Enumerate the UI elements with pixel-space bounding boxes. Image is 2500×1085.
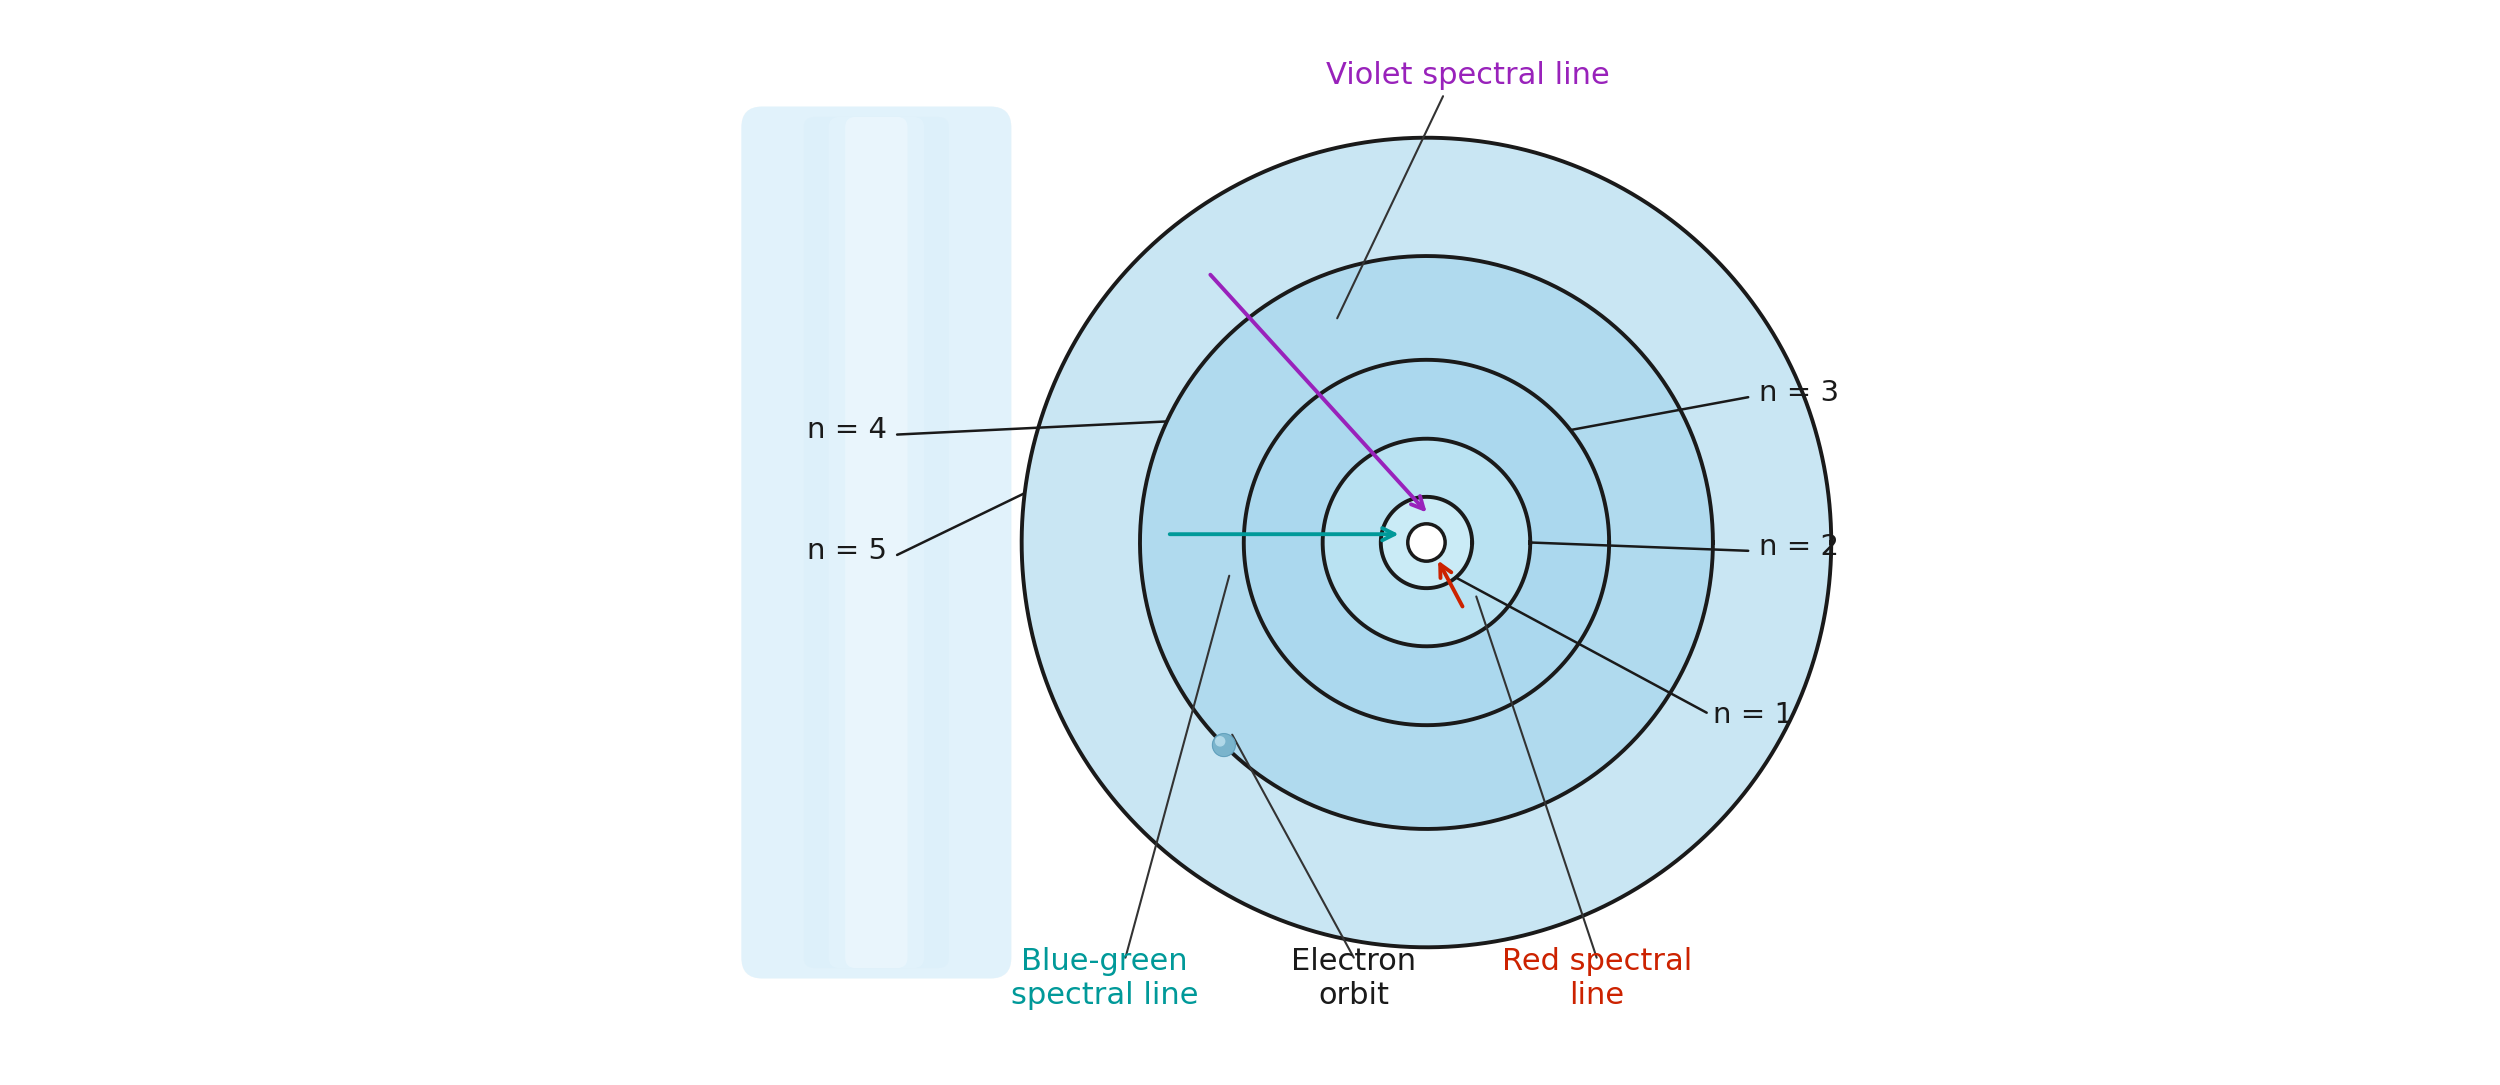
Circle shape (1380, 497, 1472, 588)
Text: n = 3: n = 3 (1758, 379, 1838, 407)
Circle shape (1407, 524, 1445, 561)
FancyBboxPatch shape (845, 117, 907, 968)
FancyBboxPatch shape (802, 117, 950, 968)
Circle shape (1322, 438, 1530, 647)
Circle shape (1140, 256, 1712, 829)
Text: Violet spectral line: Violet spectral line (1325, 61, 1610, 90)
Text: n = 2: n = 2 (1758, 533, 1838, 561)
Text: Red spectral
line: Red spectral line (1502, 947, 1693, 1010)
Text: n = 1: n = 1 (1713, 701, 1792, 729)
Circle shape (1215, 737, 1225, 745)
Circle shape (1322, 438, 1530, 647)
Text: Blue-green
spectral line: Blue-green spectral line (1010, 947, 1198, 1010)
FancyBboxPatch shape (742, 106, 1013, 979)
FancyBboxPatch shape (828, 117, 925, 968)
Text: n = 4: n = 4 (808, 417, 887, 445)
Circle shape (1022, 138, 1830, 947)
Circle shape (1245, 360, 1610, 725)
Circle shape (1380, 497, 1472, 588)
FancyBboxPatch shape (742, 106, 1013, 979)
Text: Electron
orbit: Electron orbit (1290, 947, 1417, 1010)
Text: n = 5: n = 5 (808, 537, 887, 565)
Circle shape (1212, 733, 1235, 756)
FancyBboxPatch shape (742, 106, 1013, 979)
